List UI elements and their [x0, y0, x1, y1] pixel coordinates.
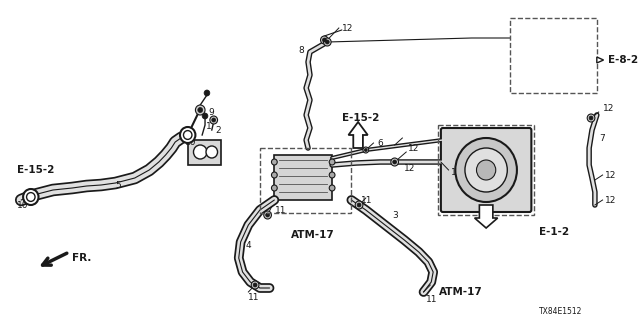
Circle shape	[202, 113, 208, 119]
Text: TX84E1512: TX84E1512	[539, 308, 582, 316]
Text: 9: 9	[208, 108, 214, 116]
Text: 12: 12	[342, 23, 353, 33]
Text: ATM-17: ATM-17	[291, 230, 335, 240]
Text: 12: 12	[605, 196, 616, 204]
Bar	[260, 148, 351, 213]
Text: 12: 12	[605, 171, 616, 180]
Text: 8: 8	[298, 45, 304, 54]
Circle shape	[27, 193, 35, 201]
Polygon shape	[475, 205, 498, 228]
Circle shape	[321, 36, 328, 44]
Circle shape	[357, 203, 361, 207]
Circle shape	[198, 108, 203, 113]
Circle shape	[271, 159, 277, 165]
Text: E-1-2: E-1-2	[539, 227, 569, 237]
Circle shape	[271, 172, 277, 178]
Text: 4: 4	[246, 241, 251, 250]
Circle shape	[329, 172, 335, 178]
Circle shape	[266, 213, 269, 217]
Text: E-15-2: E-15-2	[17, 165, 54, 175]
Circle shape	[589, 116, 593, 120]
Circle shape	[364, 148, 367, 151]
Text: 10: 10	[17, 201, 29, 210]
Text: 12: 12	[451, 167, 462, 177]
Circle shape	[455, 138, 517, 202]
Circle shape	[210, 116, 218, 124]
Circle shape	[193, 145, 207, 159]
Circle shape	[195, 105, 205, 115]
Circle shape	[325, 40, 329, 44]
Polygon shape	[275, 155, 332, 200]
Circle shape	[271, 185, 277, 191]
Text: 12: 12	[603, 103, 614, 113]
Polygon shape	[348, 122, 368, 148]
Text: FR.: FR.	[72, 253, 92, 263]
Circle shape	[180, 127, 195, 143]
Text: 7: 7	[599, 133, 605, 142]
Text: E-8-2: E-8-2	[609, 55, 639, 65]
Circle shape	[363, 147, 369, 153]
Circle shape	[184, 131, 192, 140]
Text: ATM-17: ATM-17	[439, 287, 483, 297]
Text: 2: 2	[216, 125, 221, 134]
Text: 6: 6	[378, 139, 383, 148]
Text: 11: 11	[426, 295, 438, 305]
Text: 12: 12	[408, 143, 420, 153]
Circle shape	[264, 211, 271, 219]
Circle shape	[465, 148, 508, 192]
Circle shape	[253, 283, 257, 287]
Circle shape	[477, 160, 496, 180]
Circle shape	[587, 114, 595, 122]
Text: 12: 12	[404, 164, 415, 172]
Circle shape	[23, 189, 38, 205]
Text: 11: 11	[275, 205, 287, 214]
Circle shape	[212, 118, 216, 122]
Polygon shape	[188, 140, 221, 165]
Text: 5: 5	[115, 180, 121, 189]
Circle shape	[391, 158, 399, 166]
Circle shape	[355, 201, 363, 209]
Circle shape	[252, 281, 259, 289]
Circle shape	[329, 159, 335, 165]
Circle shape	[323, 38, 331, 46]
Text: 11: 11	[361, 196, 372, 204]
Polygon shape	[597, 57, 604, 63]
Circle shape	[329, 185, 335, 191]
FancyBboxPatch shape	[441, 128, 531, 212]
Bar	[510, 18, 597, 93]
Text: 1: 1	[206, 122, 212, 131]
Text: E-15-2: E-15-2	[342, 113, 379, 123]
Circle shape	[204, 90, 210, 96]
Text: 10: 10	[185, 138, 196, 147]
Circle shape	[206, 146, 218, 158]
Circle shape	[323, 38, 326, 42]
Circle shape	[393, 160, 397, 164]
Text: 11: 11	[248, 293, 260, 302]
Text: 3: 3	[393, 211, 399, 220]
Bar	[438, 125, 534, 215]
